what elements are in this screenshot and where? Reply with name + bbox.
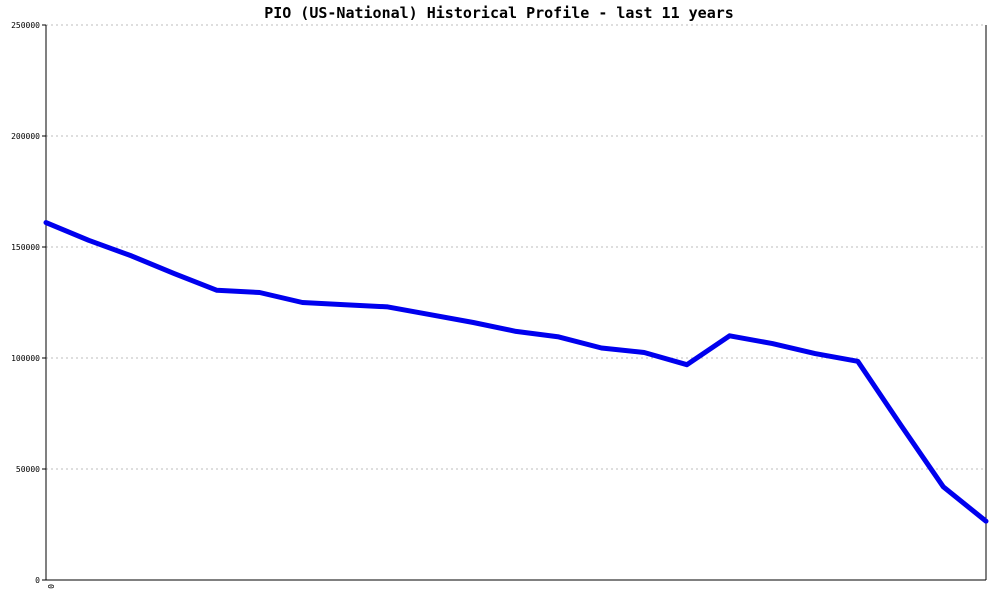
x-tick-label: 0 (46, 584, 55, 589)
x-tick-labels: 0 (46, 584, 55, 589)
chart-title: PIO (US-National) Historical Profile - l… (264, 4, 734, 22)
series-line (43, 220, 989, 524)
y-tick-label: 200000 (11, 132, 40, 141)
y-tick-label: 150000 (11, 243, 40, 252)
y-tick-label: 50000 (16, 465, 40, 474)
series-layer (43, 220, 989, 524)
y-tick-label: 100000 (11, 354, 40, 363)
y-tick-label: 250000 (11, 21, 40, 30)
y-tick-labels: 0 50000 100000 150000 200000 250000 (11, 21, 46, 585)
axes (45, 25, 987, 581)
y-tick-label: 0 (35, 576, 40, 585)
gridlines (46, 24, 986, 470)
